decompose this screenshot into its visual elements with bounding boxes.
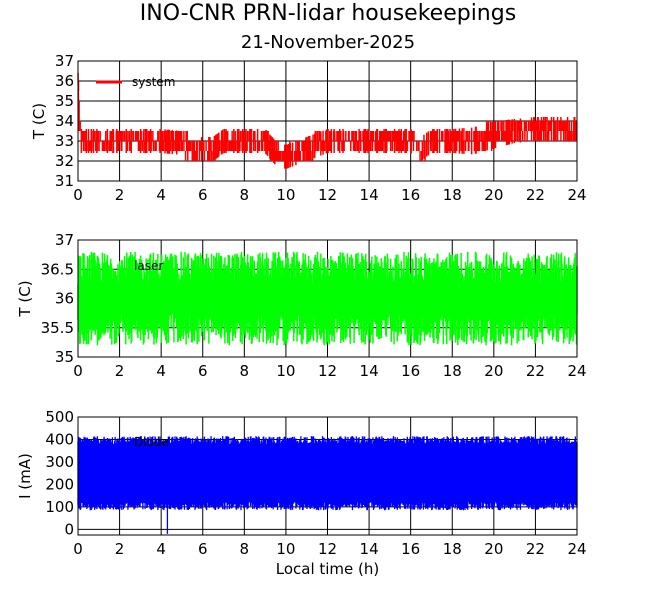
y-axis-label: T (C) (16, 280, 34, 317)
y-tick-label: 35 (55, 92, 74, 110)
x-tick-label: 24 (567, 362, 586, 380)
x-tick-label: 4 (156, 540, 166, 558)
y-tick-label: 32 (55, 152, 74, 170)
x-tick-label: 0 (73, 186, 83, 204)
y-tick-label: 35.5 (41, 319, 74, 337)
y-tick-label: 300 (45, 453, 74, 471)
y-tick-label: 0 (64, 520, 74, 538)
y-tick-label: 200 (45, 475, 74, 493)
x-tick-label: 20 (484, 540, 503, 558)
x-tick-label: 22 (526, 362, 545, 380)
plot-frame (77, 239, 578, 358)
x-tick-label: 22 (526, 540, 545, 558)
x-tick-label: 8 (240, 362, 250, 380)
x-tick-label: 2 (115, 540, 125, 558)
y-tick-label: 100 (45, 498, 74, 516)
x-tick-label: 14 (360, 186, 379, 204)
x-tick-label: 2 (115, 362, 125, 380)
x-tick-label: 0 (73, 540, 83, 558)
x-tick-label: 16 (401, 362, 420, 380)
x-tick-label: 10 (276, 540, 295, 558)
chart-title: INO-CNR PRN-lidar housekeepings (140, 1, 516, 26)
y-axis-label: T (C) (30, 103, 48, 140)
x-tick-label: 24 (567, 540, 586, 558)
y-tick-label: 36 (55, 72, 74, 90)
x-tick-label: 22 (526, 186, 545, 204)
y-tick-label: 34 (55, 112, 74, 130)
x-tick-label: 8 (240, 186, 250, 204)
y-axis-label: I (mA) (16, 453, 34, 499)
x-tick-label: 0 (73, 362, 83, 380)
x-tick-label: 6 (198, 186, 208, 204)
y-tick-label: 33 (55, 132, 74, 150)
legend-label: laser (134, 259, 163, 273)
plot-frame (77, 60, 578, 182)
legend-label: system (132, 75, 175, 89)
x-tick-label: 12 (318, 186, 337, 204)
y-tick-label: 37 (55, 52, 74, 70)
series-system-line (77, 72, 578, 169)
y-tick-label: 35 (55, 348, 74, 366)
legend-label: Diode (134, 435, 169, 449)
plot-frame (77, 416, 578, 536)
x-tick-label: 14 (360, 362, 379, 380)
x-tick-label: 12 (318, 540, 337, 558)
x-tick-label: 18 (443, 362, 462, 380)
y-tick-label: 36.5 (41, 260, 74, 278)
x-tick-label: 12 (318, 362, 337, 380)
x-tick-label: 6 (198, 540, 208, 558)
x-tick-label: 4 (156, 186, 166, 204)
x-tick-label: 16 (401, 540, 420, 558)
x-tick-label: 10 (276, 362, 295, 380)
x-tick-label: 18 (443, 540, 462, 558)
x-tick-label: 4 (156, 362, 166, 380)
y-tick-label: 400 (45, 430, 74, 448)
x-tick-label: 16 (401, 186, 420, 204)
y-tick-label: 31 (55, 172, 74, 190)
x-tick-label: 8 (240, 540, 250, 558)
chart-subtitle: 21-November-2025 (241, 32, 415, 53)
y-tick-label: 500 (45, 408, 74, 426)
y-tick-label: 36 (55, 290, 74, 308)
x-tick-label: 2 (115, 186, 125, 204)
x-axis-label: Local time (h) (276, 560, 380, 578)
y-tick-label: 37 (55, 231, 74, 249)
x-tick-label: 18 (443, 186, 462, 204)
x-tick-label: 10 (276, 186, 295, 204)
x-tick-label: 20 (484, 186, 503, 204)
x-tick-label: 20 (484, 362, 503, 380)
x-tick-label: 14 (360, 540, 379, 558)
x-tick-label: 24 (567, 186, 586, 204)
x-tick-label: 6 (198, 362, 208, 380)
